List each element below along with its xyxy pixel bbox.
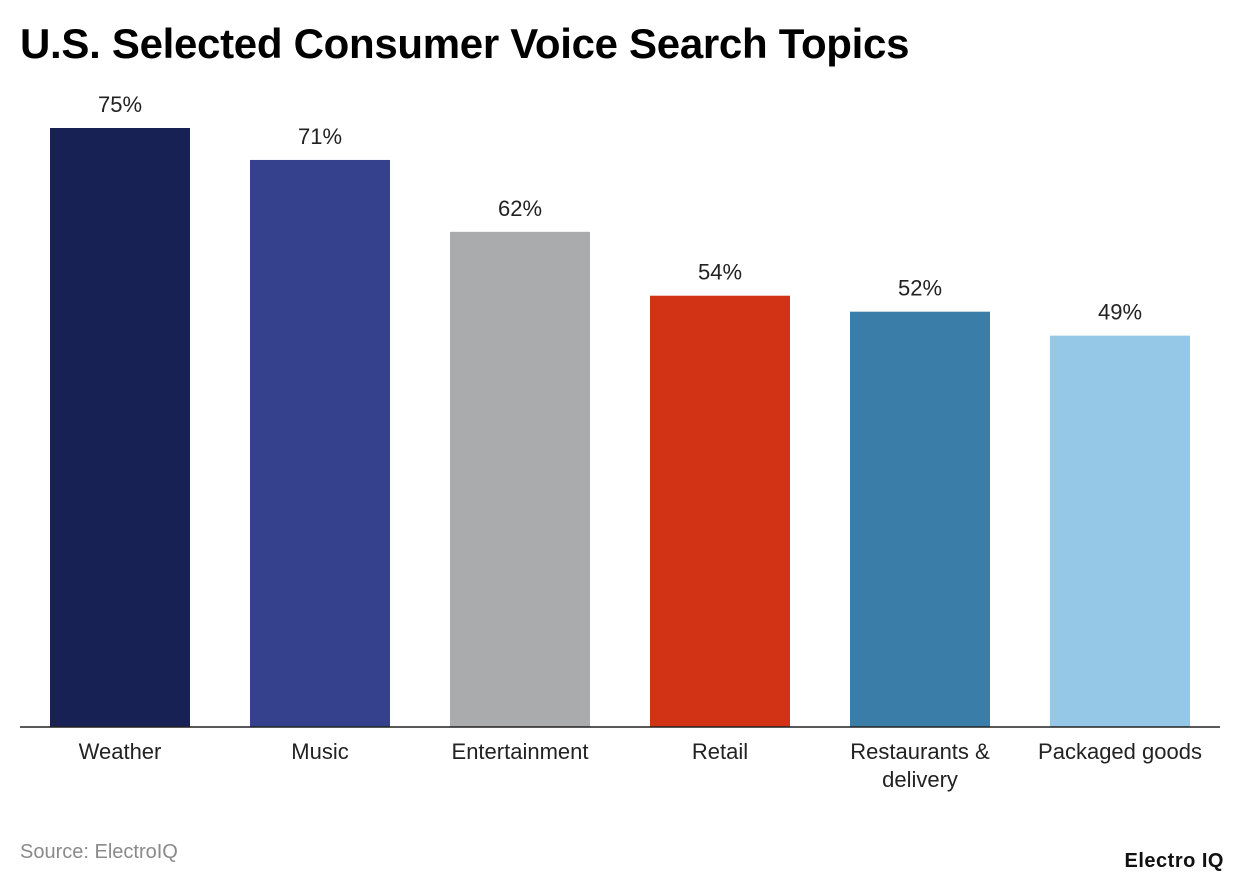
bar-1	[250, 159, 390, 728]
category-labels-group: Weather Music Entertainment Retail Restauran…	[79, 739, 1202, 792]
bar-value-label-0: 75%	[98, 92, 142, 117]
bar-value-label-3: 54%	[698, 260, 742, 285]
bar-3	[650, 295, 790, 727]
bar-5	[1050, 335, 1190, 727]
bar-value-label-5: 49%	[1098, 300, 1142, 325]
bar-0	[50, 128, 190, 727]
bar-4	[850, 311, 990, 727]
category-label-5: Packaged goods	[1038, 739, 1202, 764]
chart-title: U.S. Selected Consumer Voice Search Topi…	[20, 20, 910, 67]
category-label-3: Retail	[692, 739, 748, 764]
category-label-2: Entertainment	[452, 739, 589, 764]
bar-value-label-2: 62%	[498, 196, 542, 221]
brand-logo-text: Electro IQ	[1124, 850, 1224, 872]
category-label-4-line-1: delivery	[882, 767, 958, 792]
category-label-0: Weather	[79, 739, 162, 764]
bars-group: 75% 71% 62% 54% 52% 49%	[50, 92, 1190, 728]
bar-value-label-4: 52%	[898, 276, 942, 301]
category-label-4-line-0: Restaurants &	[850, 739, 990, 764]
bar-2	[450, 231, 590, 727]
bar-value-label-1: 71%	[298, 124, 342, 149]
source-note: Source: ElectroIQ	[20, 841, 178, 863]
category-label-1: Music	[291, 739, 348, 764]
